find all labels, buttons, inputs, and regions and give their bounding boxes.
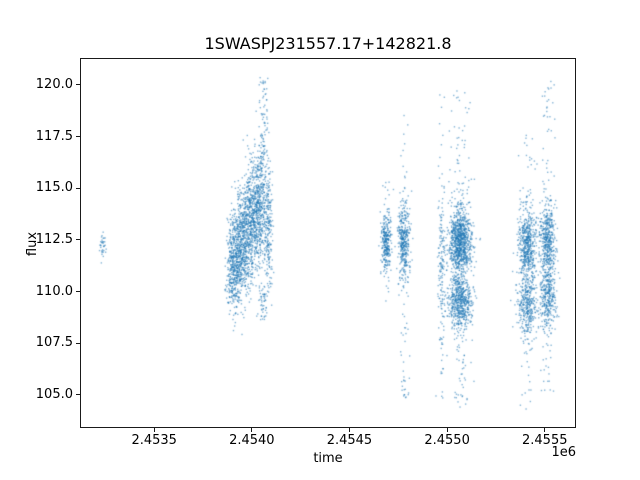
x-tick-mark [251,428,253,432]
y-tick-mark [76,342,80,344]
x-axis-label: time [313,451,343,466]
x-axis-offset-label: 1e6 [551,445,576,460]
y-axis-label: flux [25,231,40,257]
y-tick-mark [76,394,80,396]
x-tick-mark [153,428,155,432]
y-tick-mark [76,187,80,189]
y-tick-mark [76,291,80,293]
x-tick-mark [348,428,350,432]
scatter-canvas [81,59,575,427]
x-tick-mark [446,428,448,432]
y-tick-mark [76,84,80,86]
plot-area [80,58,576,428]
y-tick-mark [76,239,80,241]
chart-title: 1SWASPJ231557.17+142821.8 [204,34,452,53]
x-tick-mark [544,428,546,432]
y-tick-mark [76,136,80,138]
